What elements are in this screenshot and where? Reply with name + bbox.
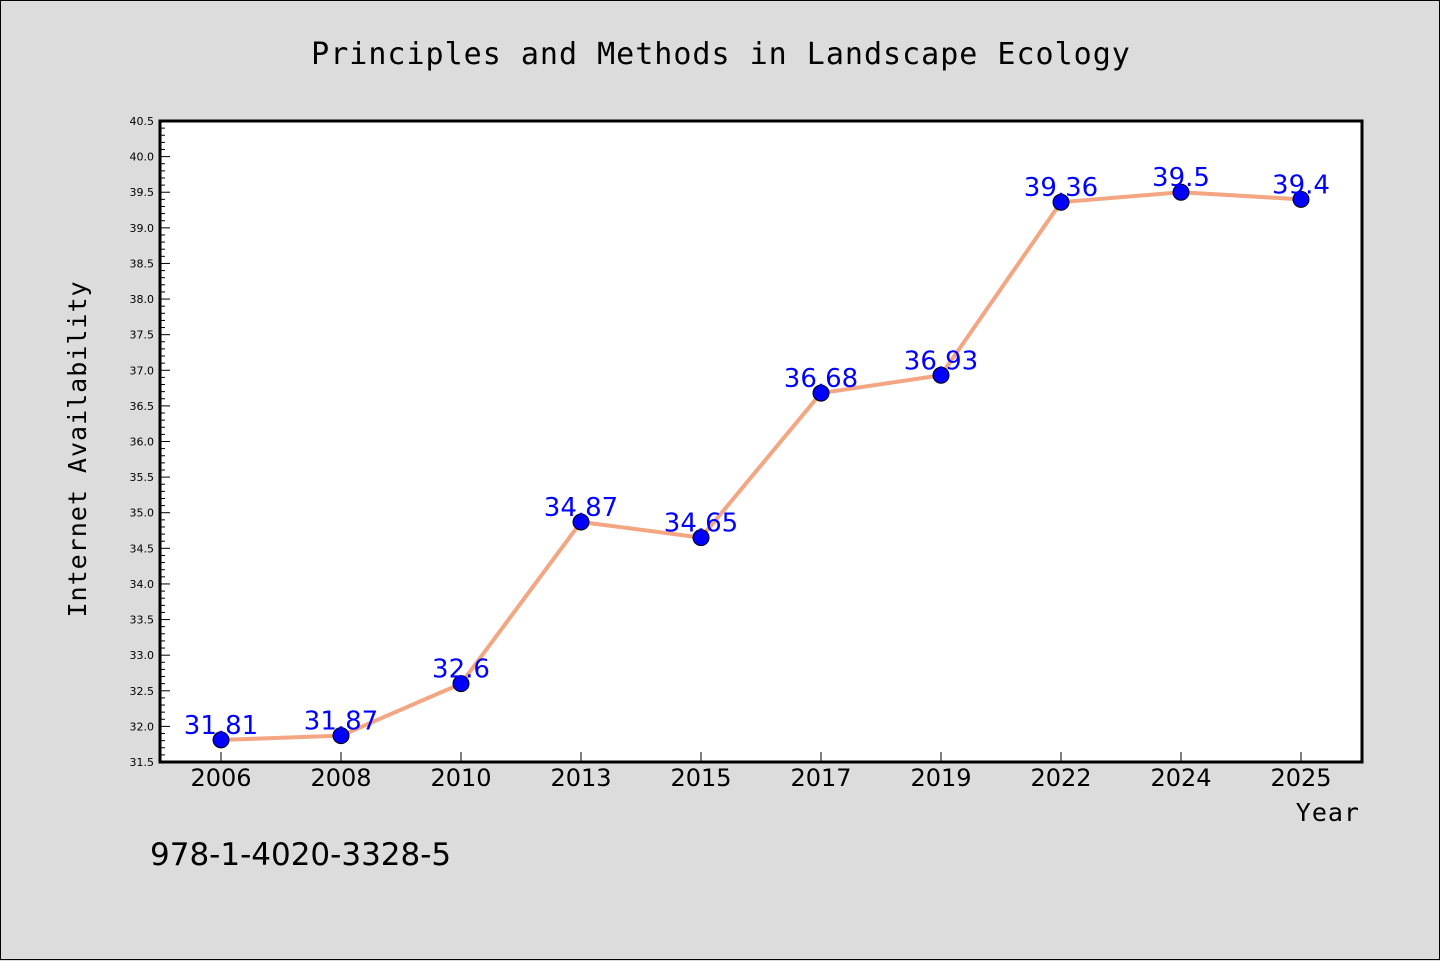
data-point-marker — [212, 731, 230, 749]
footer-isbn: 978-1-4020-3328-5 — [150, 837, 451, 873]
y-tick-label: 37.0 — [130, 364, 155, 377]
data-point-marker — [932, 366, 950, 384]
data-point-marker — [332, 727, 350, 745]
y-tick-label: 36.0 — [130, 436, 155, 449]
y-tick-label: 40.0 — [130, 151, 155, 164]
y-tick-label: 36.5 — [130, 400, 155, 413]
x-tick-label: 2025 — [1270, 764, 1331, 792]
x-tick-label: 2019 — [910, 764, 971, 792]
series-line — [220, 190, 1302, 742]
y-tick-label: 39.0 — [130, 222, 155, 235]
y-tick-label: 32.0 — [130, 720, 155, 733]
x-tick-label: 2008 — [310, 764, 371, 792]
y-tick-label: 32.5 — [130, 685, 155, 698]
y-tick-label: 38.5 — [130, 257, 155, 270]
chart-title: Principles and Methods in Landscape Ecol… — [311, 37, 1131, 72]
data-point-marker — [812, 384, 830, 402]
data-point-marker — [572, 513, 590, 531]
series-layer: 31.81 31.87 32.6 34.87 34.65 36.68 36.93 39.36 3… — [184, 163, 1330, 749]
data-label: 39.36 — [1024, 173, 1098, 203]
data-label: 39.4 — [1272, 170, 1330, 200]
data-point-marker — [1292, 190, 1310, 208]
x-tick-label: 2022 — [1030, 764, 1091, 792]
data-label: 34.65 — [664, 509, 738, 539]
x-tick-label: 2006 — [190, 764, 251, 792]
data-label: 32.6 — [432, 655, 490, 685]
data-label: 34.87 — [544, 493, 618, 523]
y-tick-label: 33.5 — [130, 614, 155, 627]
x-axis-label: Year — [1296, 798, 1360, 827]
y-tick-label: 37.5 — [130, 329, 155, 342]
y-tick-label: 39.5 — [130, 186, 155, 199]
plot-area — [160, 121, 1362, 762]
data-point-marker — [692, 529, 710, 547]
data-label: 31.87 — [304, 707, 378, 737]
y-tick-label: 34.5 — [130, 542, 155, 555]
y-tick-label: 34.0 — [130, 578, 155, 591]
x-tick-label: 2017 — [790, 764, 851, 792]
plot-frame — [158, 119, 1364, 764]
y-tick-label: 38.0 — [130, 293, 155, 306]
y-tick-label: 40.5 — [130, 115, 155, 128]
y-axis: 31.5 32.0 32.5 33.0 33.5 34.0 34.5 35.0 35.5 36.0… — [130, 115, 170, 769]
y-tick-label: 31.5 — [130, 756, 155, 769]
y-axis-label: Internet Availability — [63, 280, 92, 617]
data-label: 39.5 — [1152, 163, 1210, 193]
data-label: 31.81 — [184, 711, 258, 741]
data-point-marker — [1172, 183, 1190, 201]
x-tick-label: 2015 — [670, 764, 731, 792]
data-label: 36.68 — [784, 364, 858, 394]
x-tick-label: 2024 — [1150, 764, 1211, 792]
x-axis: 2006 2008 2010 2013 2015 2017 2019 2022 2024 2025 — [190, 752, 1332, 792]
y-tick-label: 35.0 — [130, 507, 155, 520]
data-point-marker — [1052, 193, 1070, 211]
data-label: 36.93 — [904, 346, 978, 376]
x-tick-label: 2010 — [430, 764, 491, 792]
y-tick-label: 35.5 — [130, 471, 155, 484]
y-tick-label: 33.0 — [130, 649, 155, 662]
data-point-marker — [452, 675, 470, 693]
x-tick-label: 2013 — [550, 764, 611, 792]
